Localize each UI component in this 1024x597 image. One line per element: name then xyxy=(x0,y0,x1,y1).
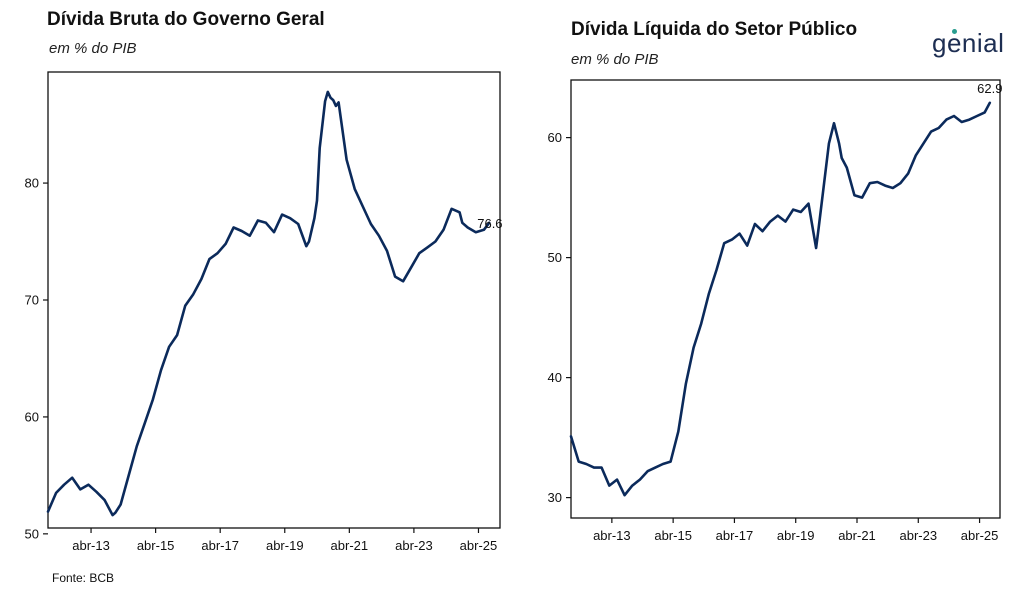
x-tick-label: abr-15 xyxy=(137,538,175,553)
y-tick-label: 60 xyxy=(25,409,39,424)
y-tick-label: 30 xyxy=(548,490,562,505)
y-tick-label: 50 xyxy=(25,526,39,541)
x-tick-label: abr-15 xyxy=(654,528,692,543)
left-chart-subtitle: em % do PIB xyxy=(49,40,137,57)
right-chart-subtitle: em % do PIB xyxy=(571,51,659,68)
genial-logo: genial xyxy=(932,28,1005,58)
x-tick-label: abr-13 xyxy=(593,528,631,543)
x-tick-label: abr-25 xyxy=(460,538,498,553)
x-tick-label: abr-25 xyxy=(961,528,999,543)
source-note: Fonte: BCB xyxy=(52,571,115,585)
x-tick-label: abr-21 xyxy=(331,538,369,553)
series-line xyxy=(46,90,491,517)
right-chart-title: Dívida Líquida do Setor Público xyxy=(571,19,858,40)
y-tick-label: 70 xyxy=(25,293,39,308)
series-line xyxy=(569,101,992,497)
y-tick-label: 60 xyxy=(548,130,562,145)
end-value-label: 76.6 xyxy=(477,216,502,231)
y-tick-label: 80 xyxy=(25,176,39,191)
x-tick-label: abr-17 xyxy=(716,528,754,543)
end-value-label: 62.9 xyxy=(977,81,1002,96)
x-tick-label: abr-23 xyxy=(899,528,937,543)
gross-debt-line-chart: 50 60 70 80 abr-13 abr-15 abr-17 abr-19 abr-21 ab… xyxy=(25,71,503,553)
x-tick-label: abr-23 xyxy=(395,538,433,553)
plot-border xyxy=(570,79,1001,519)
left-chart-title: Dívida Bruta do Governo Geral xyxy=(47,9,325,30)
x-tick-label: abr-19 xyxy=(266,538,304,553)
x-tick-label: abr-21 xyxy=(838,528,876,543)
y-tick-label: 40 xyxy=(548,370,562,385)
y-tick-label: 50 xyxy=(548,250,562,265)
x-tick-label: abr-19 xyxy=(777,528,815,543)
genial-logo-accent xyxy=(952,29,957,34)
x-tick-label: abr-17 xyxy=(201,538,239,553)
x-tick-label: abr-13 xyxy=(72,538,110,553)
